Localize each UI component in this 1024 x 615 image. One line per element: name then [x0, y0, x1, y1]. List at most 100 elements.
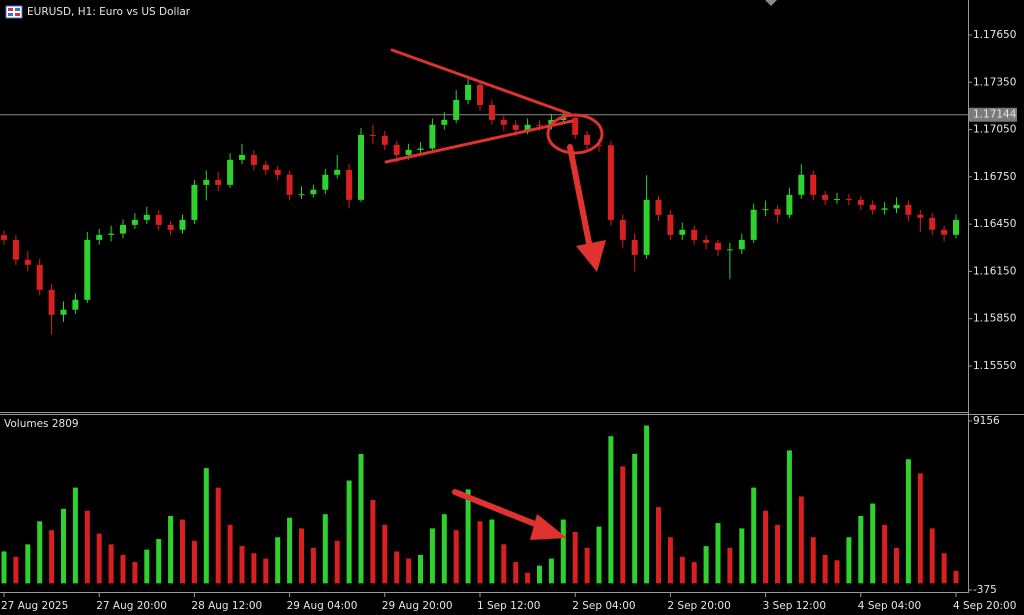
volume-bar [608, 436, 614, 584]
candle-body [381, 135, 388, 145]
volume-bar [572, 531, 578, 584]
candle-body [869, 204, 876, 210]
x-tick-label: 29 Aug 20:00 [382, 600, 453, 612]
candle-body [346, 169, 353, 200]
volume-bar [13, 556, 19, 584]
symbol-icon [5, 5, 23, 19]
candle-body [536, 124, 543, 126]
candle-body [715, 242, 721, 250]
volume-bar [429, 528, 435, 584]
volume-bar [370, 500, 376, 584]
y-tick-label: 1.17050 [973, 124, 1016, 136]
icon-cell [8, 13, 13, 16]
candle-body [857, 199, 864, 205]
candle-body [286, 174, 293, 195]
x-tick-label: 2 Sep 04:00 [572, 600, 635, 612]
volume-bar [513, 562, 519, 584]
candle-body [310, 189, 317, 195]
volume-bar [168, 515, 174, 584]
candle-body [881, 208, 888, 210]
volume-bar [620, 466, 626, 584]
y-tick-label: 1.15550 [973, 360, 1016, 372]
volume-bar [644, 425, 650, 584]
candle-body [131, 219, 138, 225]
volume-bar [917, 473, 923, 584]
y-tick-label: 1.16150 [973, 265, 1016, 277]
candle-body [905, 204, 912, 215]
candle-body [298, 194, 305, 196]
volume-bar [834, 560, 840, 584]
candle-body [393, 144, 400, 155]
candle-body [572, 117, 579, 135]
candle-body [941, 229, 948, 235]
volume-bar [894, 547, 899, 584]
volume-bar [191, 540, 197, 584]
candle-body [738, 239, 745, 250]
candle-body [203, 179, 210, 185]
shift-marker[interactable] [765, 0, 777, 6]
icon-cell [8, 8, 13, 11]
volume-bar [786, 450, 792, 584]
icon-cell [15, 8, 20, 11]
volume-bar [489, 519, 495, 584]
candle-body [191, 184, 198, 220]
candle-body [215, 179, 222, 185]
volume-bar [679, 556, 685, 584]
candle-body [465, 84, 472, 100]
volume-bar [763, 510, 769, 584]
volume-bar [953, 570, 959, 584]
candle-body [120, 224, 126, 234]
candle-body [667, 214, 674, 235]
volume-bar [406, 558, 412, 584]
annotations [384, 48, 606, 540]
volume-bar [49, 530, 55, 584]
volume-bar [394, 551, 400, 584]
candle-body [834, 198, 840, 200]
volume-bar [882, 524, 888, 584]
y-tick-label: 1.17650 [973, 29, 1016, 41]
candle-body [274, 169, 281, 175]
x-tick-label: 29 Aug 04:00 [287, 600, 358, 612]
x-tick-label: 3 Sep 12:00 [763, 600, 826, 612]
current-price-box [969, 107, 1017, 122]
volume-bar [61, 508, 66, 584]
candle-body [155, 214, 162, 225]
volume-bar [465, 489, 471, 584]
volume-bar [132, 562, 138, 584]
candle-body [953, 219, 959, 235]
candle-body [179, 219, 186, 230]
volume-bar [275, 537, 281, 584]
candle-body [250, 154, 257, 165]
volume-bar [180, 519, 185, 584]
candle-body [167, 224, 174, 230]
candle-body [12, 239, 19, 260]
candle-body [36, 264, 43, 290]
volume-bar [525, 572, 531, 584]
volume-bar [453, 530, 459, 584]
x-tick-label: 2 Sep 20:00 [667, 600, 730, 612]
x-tick-label: 27 Aug 2025 [1, 600, 68, 612]
candle-body [441, 119, 448, 125]
volume-title: Volumes 2809 [4, 418, 79, 430]
volume-bar [870, 503, 876, 584]
volume-bar [798, 496, 804, 584]
breakout-circle [546, 113, 604, 155]
candle-body [774, 209, 781, 215]
icon-cell [15, 13, 20, 16]
chart-title: EURUSD, H1: Euro vs US Dollar [27, 6, 191, 18]
volume-bar [72, 487, 78, 584]
volume-bar [239, 546, 245, 584]
volume-bar [251, 553, 257, 584]
y-tick-label: 1.16450 [973, 218, 1016, 230]
volume-bar [703, 546, 709, 584]
candle-body [631, 239, 638, 255]
volume-bar [441, 514, 447, 584]
volume-bar [310, 547, 316, 584]
volume-bar [858, 515, 864, 584]
candle-body [227, 159, 234, 185]
volume-bar [263, 558, 269, 584]
volume-bar [775, 524, 780, 584]
volume-bar [739, 528, 745, 584]
volume-bar [227, 524, 233, 584]
candle-body [453, 99, 460, 120]
